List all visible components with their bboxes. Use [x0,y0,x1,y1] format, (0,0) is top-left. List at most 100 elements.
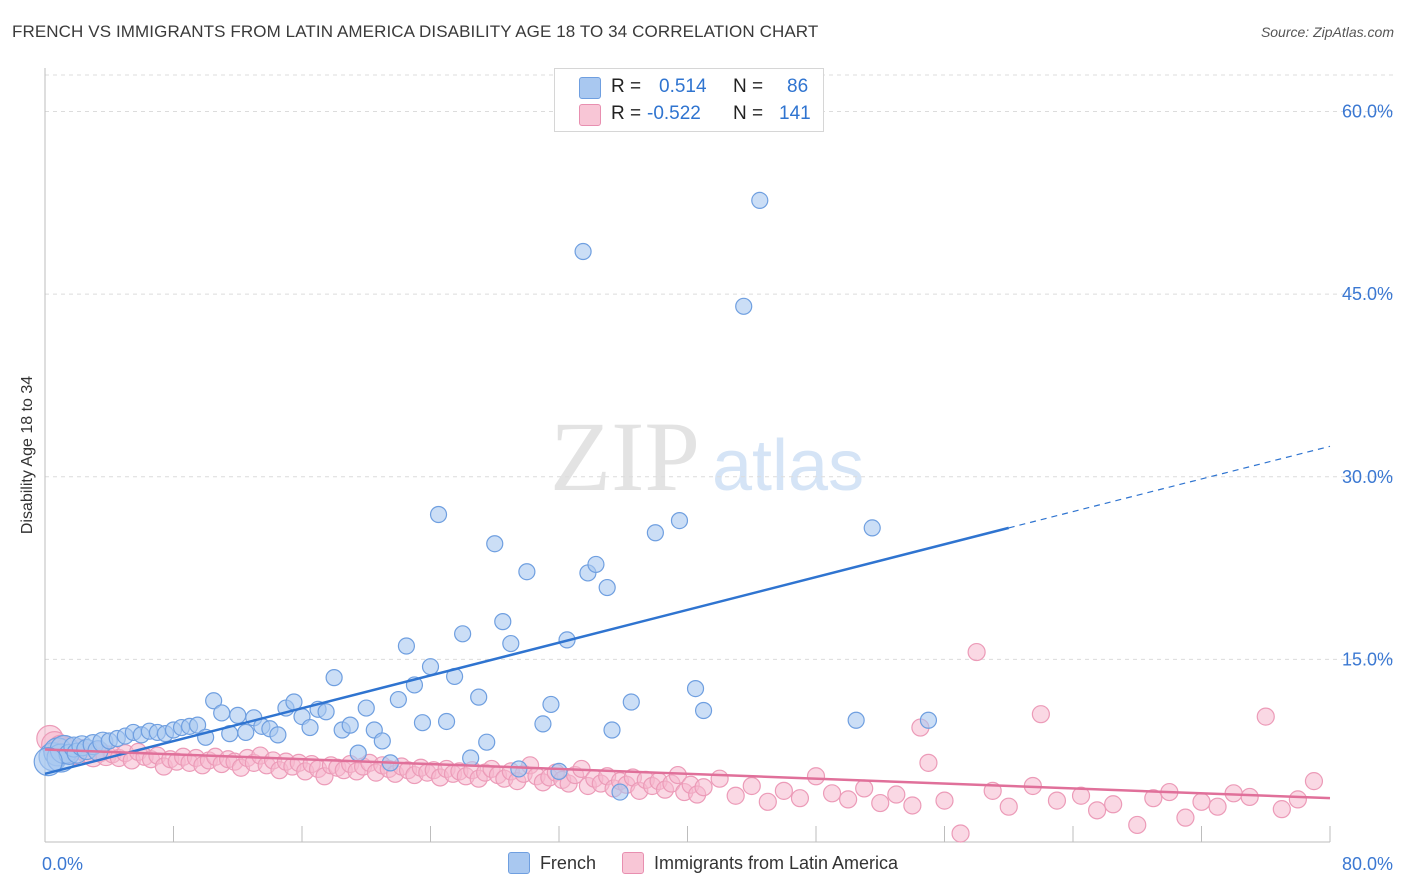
x-tick-label: 80.0% [1342,854,1393,874]
french-r-label: R = [611,76,642,97]
french-point [317,703,335,721]
latin-point [774,781,793,800]
latin-point [935,791,954,810]
latin-n-value: 141 [779,103,811,124]
french-point [237,723,255,742]
tick-labels: 15.0% 30.0% 45.0% 60.0% 0.0% 80.0% [42,102,1393,874]
latin-point [668,765,687,785]
french-point [735,297,753,315]
french-point [550,762,568,780]
french-point [478,733,496,751]
x-tick-label: 0.0% [42,854,83,874]
bottom-legend: French Immigrants from Latin America [0,852,1406,874]
latin-point [967,642,986,662]
french-point [598,578,616,597]
latin-point [1256,707,1275,726]
y-tick-label: 30.0% [1342,467,1393,487]
french-point [646,524,664,542]
latin-point [1128,815,1147,835]
french-point [301,718,319,737]
french-point [470,688,488,706]
latin-point [1071,786,1091,805]
french-point [33,747,63,777]
latin-point [1304,772,1324,791]
legend-item-latin[interactable]: Immigrants from Latin America [621,852,899,874]
french-point [863,519,881,537]
french-series [33,191,938,801]
latin-point [1192,792,1211,811]
y-tick-label: 15.0% [1342,649,1393,669]
latin-point [1031,705,1050,724]
latin-point [1240,787,1259,807]
latin-point [903,796,922,815]
latin-series [36,642,1324,843]
french-r-value: 0.514 [659,76,707,97]
latin-point [742,776,761,796]
french-point [205,692,223,710]
source-label: Source: ZipAtlas.com [1260,24,1394,40]
french-point [494,613,512,631]
watermark-zip: ZIP [550,401,700,512]
french-point [429,505,448,524]
french-point [847,711,865,729]
french-point [694,701,713,720]
french-point [188,716,207,734]
french-point [341,716,359,734]
latin-n-label: N = [733,103,764,124]
french-point [587,555,605,574]
french-point [349,744,367,762]
french-point [421,658,440,676]
french-point [751,191,769,209]
latin-point [887,785,906,804]
french-point [389,690,407,709]
latin-point [951,824,970,843]
french-swatch [579,77,601,99]
french-point [534,715,552,733]
french-trend-extension [1008,445,1331,529]
french-point [486,535,504,553]
latin-point [1047,791,1067,810]
latin-point [806,767,826,786]
legend-french-label: French [539,852,596,873]
french-point [502,634,520,653]
latin-point [1087,801,1107,820]
french-point [510,760,528,778]
latin-point [839,790,858,809]
french-point [229,706,247,724]
french-point [603,721,621,739]
latin-point [726,786,745,805]
y-tick-label: 45.0% [1342,284,1393,304]
axes [44,68,1331,843]
latin-point [1272,800,1291,819]
french-point [437,712,456,731]
latin-point [1288,790,1307,809]
watermark: ZIP atlas [550,401,864,512]
gridlines [45,74,1395,660]
latin-point [758,792,777,811]
french-point [462,749,480,767]
latin-point [1104,795,1123,814]
latin-point [710,769,729,788]
latin-point [1176,808,1195,827]
latin-point [822,784,842,803]
latin-point [1144,789,1163,808]
latin-trend-line [44,748,1331,800]
legend-item-french[interactable]: French [507,852,596,874]
latin-point [855,779,874,798]
legend-latin-label: Immigrants from Latin America [653,852,899,873]
chart-title: FRENCH VS IMMIGRANTS FROM LATIN AMERICA … [12,22,819,41]
y-tick-label: 60.0% [1342,102,1393,122]
latin-r-label: R = [611,103,642,124]
latin-point [790,789,810,808]
french-point [670,511,689,530]
latin-point [1208,797,1227,816]
latin-point [999,797,1018,816]
french-point [686,679,705,698]
french-n-label: N = [733,76,764,97]
latin-point [919,753,938,772]
french-point [373,732,391,750]
french-point [269,726,287,744]
latin-r-value: -0.522 [647,103,701,124]
watermark-atlas: atlas [712,426,864,506]
